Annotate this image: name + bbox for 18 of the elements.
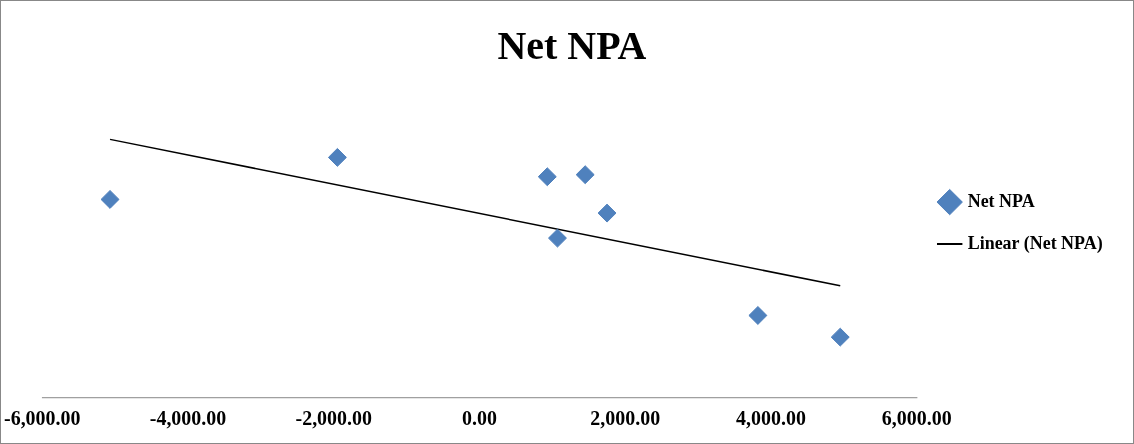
x-tick-label: 4,000.00 [736, 407, 806, 430]
point [748, 306, 768, 325]
point [537, 167, 557, 187]
point [830, 327, 850, 347]
x-tick-label: -2,000.00 [295, 407, 373, 430]
chart-title: Net NPA [497, 23, 647, 69]
x-tick-label: 6,000.00 [881, 407, 952, 430]
point [327, 147, 347, 167]
point [575, 165, 595, 185]
legend-label: Linear (Net NPA) [967, 232, 1103, 254]
point [597, 203, 617, 223]
legend-label: Net NPA [967, 190, 1035, 211]
x-tick-label: -4,000.00 [149, 407, 227, 430]
x-tick-label: 0.00 [462, 407, 497, 430]
x-tick-label: 2,000.00 [590, 407, 661, 430]
point [100, 189, 120, 209]
point [548, 228, 567, 248]
x-tick-label: -6,000.00 [4, 407, 81, 430]
